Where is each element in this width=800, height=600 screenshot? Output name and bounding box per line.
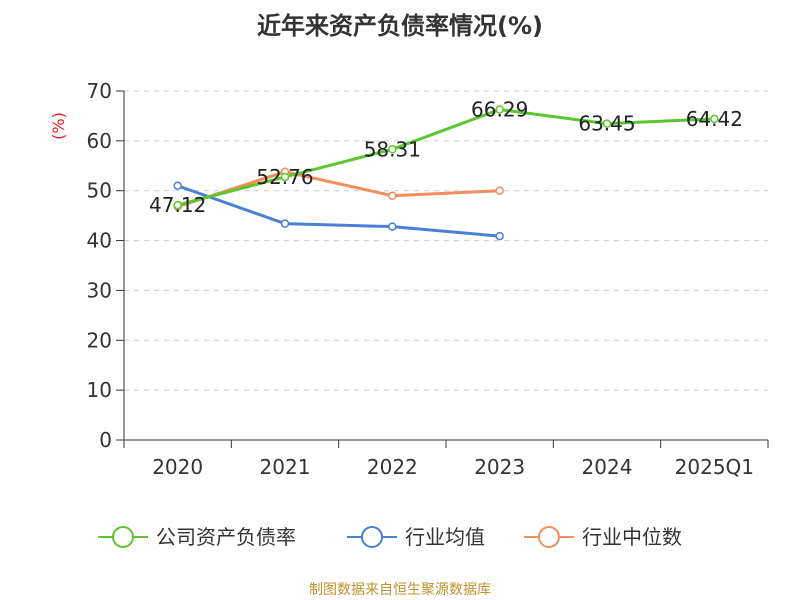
x-tick-label: 2020: [152, 455, 203, 479]
data-labels: 47.12 52.76 58.31 66.29 63.45 64.42: [149, 97, 743, 217]
legend-item: 行业均值: [347, 525, 485, 549]
y-tick-label: 50: [87, 179, 112, 203]
data-point: [388, 191, 397, 200]
x-tick-label: 2023: [474, 455, 525, 479]
legend-marker: [538, 526, 560, 548]
x-tick-label: 2024: [582, 455, 633, 479]
grid-lines: [124, 90, 768, 391]
data-label: 64.42: [686, 107, 743, 131]
series-1: [173, 181, 504, 241]
x-tick-label: 2021: [260, 455, 311, 479]
data-point: [495, 186, 504, 195]
data-point: [280, 172, 290, 182]
y-tick-label: 30: [87, 278, 112, 302]
data-point: [173, 181, 182, 190]
legend-label: 公司资产负债率: [156, 525, 296, 549]
x-tick-label: 2025Q1: [675, 455, 754, 479]
series-line: [177, 170, 500, 209]
legend-item: 公司资产负债率: [98, 525, 296, 549]
y-axis-unit: (%): [49, 112, 68, 140]
data-point: [388, 222, 397, 231]
y-tick-label: 40: [87, 229, 112, 253]
y-tick-label: 20: [87, 328, 112, 352]
data-point: [495, 231, 504, 241]
series-line: [177, 107, 715, 207]
legend-marker: [112, 526, 134, 548]
data-point: [280, 219, 290, 228]
data-label: 58.31: [364, 137, 421, 161]
legend-label: 行业中位数: [582, 525, 682, 549]
data-point: [495, 105, 504, 114]
y-tick-label: 0: [99, 428, 112, 452]
legend-label: 行业均值: [405, 525, 485, 549]
data-source-note: 制图数据来自恒生聚源数据库: [309, 582, 491, 598]
data-label: 47.12: [149, 193, 206, 217]
series-layer: [173, 105, 719, 241]
series-2: [173, 167, 504, 211]
data-point: [173, 200, 182, 210]
legend: 公司资产负债率 行业均值 行业中位数: [98, 525, 682, 549]
series-line: [177, 184, 500, 238]
legend-item: 行业中位数: [524, 525, 682, 549]
data-label: 63.45: [578, 112, 635, 136]
y-tick-label: 70: [87, 79, 112, 103]
x-tick-label: 2022: [367, 455, 418, 479]
y-tick-label: 60: [87, 129, 112, 153]
chart-title: 近年来资产负债率情况(%): [257, 12, 543, 40]
data-label: 66.29: [471, 97, 528, 121]
data-label: 52.76: [256, 165, 313, 189]
legend-marker: [361, 526, 383, 548]
y-tick-label: 10: [87, 378, 112, 402]
axes: 0 10 20 30 40 50 60 70 2020 2021 2022 2023 2024 2025Q…: [87, 79, 769, 479]
data-point: [710, 114, 719, 124]
data-point: [388, 145, 397, 154]
data-point: [602, 119, 612, 128]
series-0: [173, 105, 719, 210]
